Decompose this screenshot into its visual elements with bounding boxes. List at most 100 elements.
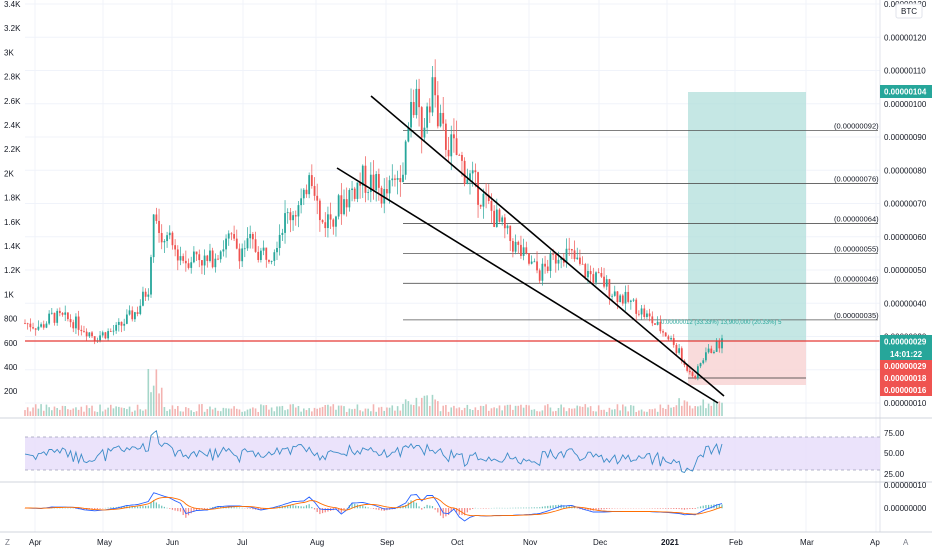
candle-body: [549, 254, 552, 271]
candle-body: [493, 210, 496, 227]
volume-bar: [437, 401, 439, 416]
volume-bar: [576, 405, 579, 416]
volume-bar: [560, 404, 562, 416]
candle-body: [412, 102, 415, 116]
volume-bar: [654, 408, 656, 416]
candle-body: [691, 372, 694, 376]
time-axis[interactable]: Apr May Jun Jul Aug Sep Oct Nov Dec 2021 Feb Mar Ap: [29, 538, 880, 547]
candle-body: [557, 259, 560, 264]
long-position-profit-zone[interactable]: [688, 92, 806, 341]
volume-bar: [115, 406, 117, 416]
candle-body: [651, 316, 654, 324]
rsi-line[interactable]: [24, 430, 723, 474]
candle-body: [219, 251, 222, 260]
volume-bar: [635, 411, 638, 416]
macd-histogram-bar: [533, 507, 535, 509]
long-position-label: 0.00000012 (33.33%) 13,900,000 (20.33%) …: [661, 320, 782, 326]
candle-body: [595, 272, 597, 283]
zoom-icon[interactable]: Z: [5, 538, 10, 547]
candle-body: [675, 344, 678, 353]
macd-histogram-bar: [697, 507, 699, 509]
macd-histogram-bar: [405, 505, 407, 509]
macd-histogram-bar: [694, 508, 696, 509]
candle-body: [163, 241, 166, 243]
volume-bar: [544, 405, 546, 416]
volume-bar: [257, 411, 260, 416]
macd-signal-line[interactable]: [25, 496, 723, 517]
candle-body: [348, 190, 351, 208]
candle-body: [514, 241, 517, 252]
wedge-upper-trendline[interactable]: [370, 95, 725, 397]
macd-histogram-bar: [123, 506, 125, 509]
candle-body: [187, 263, 190, 268]
candle-body: [91, 332, 93, 337]
volume-bar: [136, 404, 139, 416]
macd-histogram-bar: [456, 508, 458, 513]
macd-line[interactable]: [24, 492, 723, 522]
macd-histogram-bar: [464, 508, 466, 516]
volume-bar: [611, 409, 613, 416]
candle-body: [538, 270, 541, 281]
macd-histogram-bar: [64, 507, 66, 509]
macd-histogram-bar: [413, 501, 415, 509]
macd-histogram-bar: [187, 508, 190, 516]
candle-body: [718, 341, 721, 349]
candle-body: [530, 261, 533, 264]
volume-bar: [493, 407, 495, 416]
left-axis-tick: 400: [4, 363, 18, 372]
candle-body: [608, 279, 611, 297]
volume-bar: [557, 408, 560, 416]
candle-body: [394, 178, 396, 180]
macd-histogram-bar: [362, 505, 364, 509]
volume-bar: [260, 404, 262, 416]
volume-bar: [694, 406, 696, 416]
auto-scale-icon[interactable]: A: [903, 538, 909, 547]
volume-bar: [235, 408, 238, 416]
volume-bar: [83, 411, 85, 416]
candle-body: [434, 77, 437, 96]
macd-histogram-bar: [536, 507, 538, 509]
volume-bar: [619, 410, 621, 416]
candle-body: [53, 312, 56, 323]
volume-bar: [209, 406, 211, 416]
macd-histogram-bar: [469, 508, 471, 511]
price-axis-tick: 0.00000120: [884, 33, 927, 42]
macd-histogram-bar: [249, 508, 251, 509]
volume-bar: [648, 409, 651, 416]
macd-histogram-bar: [421, 508, 423, 510]
candle-body: [597, 272, 600, 274]
candle-body: [150, 257, 152, 295]
candle-body: [117, 321, 120, 325]
volume-bar: [396, 406, 399, 416]
macd-histogram-bar: [547, 505, 549, 509]
volume-bar: [286, 409, 289, 416]
volume-bar: [672, 407, 675, 416]
candle-body: [372, 174, 375, 191]
volume-bar: [53, 406, 56, 416]
price-axis-tick: 0.00000070: [884, 200, 927, 209]
volume-bar: [646, 411, 648, 416]
price-candles[interactable]: [24, 59, 723, 381]
volume-bar: [522, 407, 525, 416]
left-axis-tick: 1.8K: [4, 194, 21, 203]
candle-body: [482, 193, 485, 207]
current-price-text: 0.00000029: [884, 338, 927, 347]
macd-histogram-bar: [659, 508, 661, 509]
candle-body: [710, 348, 713, 353]
candle-body: [407, 127, 410, 142]
volume-bar: [573, 408, 576, 416]
volume-bar: [201, 404, 203, 416]
time-axis-tick: Ap: [870, 538, 880, 547]
macd-histogram-bar: [372, 508, 375, 509]
volume-bar: [605, 411, 608, 416]
wedge-lower-trendline[interactable]: [336, 167, 719, 404]
fib-levels[interactable]: (0.00000092) (0.00000076) (0.00000064) (0.0…: [403, 121, 879, 321]
stop-bottom-tag: [880, 384, 932, 396]
volume-bar: [450, 407, 453, 416]
candle-body: [635, 299, 638, 314]
volume-bar: [211, 409, 214, 416]
macd-histogram-bar: [96, 508, 98, 510]
candle-body: [702, 360, 705, 364]
macd-histogram-bar: [686, 508, 688, 510]
